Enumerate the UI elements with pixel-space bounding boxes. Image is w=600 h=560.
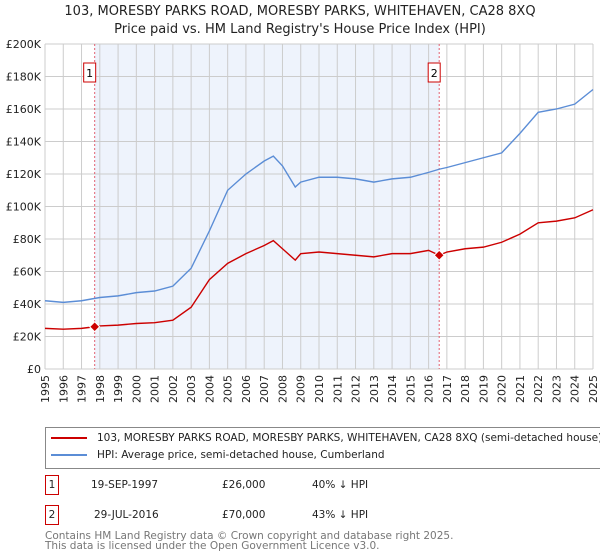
x-tick-label: 2018 xyxy=(459,375,472,403)
y-tick-label: £100K xyxy=(6,201,42,214)
legend-item-hpi: HPI: Average price, semi-detached house,… xyxy=(51,449,385,461)
price-chart: 1995 1996 1997 1998 1999 2000 2001 2002 2003 2004… xyxy=(6,38,600,403)
x-tick-label: 2001 xyxy=(149,375,162,403)
x-tick-label: 2002 xyxy=(167,375,180,403)
x-tick-label: 2012 xyxy=(350,375,363,403)
x-tick-label: 2020 xyxy=(496,375,509,403)
x-tick-label: 2019 xyxy=(477,375,490,403)
x-tick-label: 2014 xyxy=(386,375,399,403)
x-tick-label: 2010 xyxy=(313,375,326,403)
x-tick-label: 2000 xyxy=(130,375,143,403)
series-line xyxy=(44,88,594,304)
legend-swatch-blue xyxy=(51,454,87,456)
x-tick-label: 2005 xyxy=(222,375,235,403)
x-tick-label: 2004 xyxy=(203,375,216,403)
x-tick-label: 2015 xyxy=(404,375,417,403)
sale-badge: 2 xyxy=(45,505,59,525)
sale-badge: 1 xyxy=(45,475,59,495)
x-tick-label: 2024 xyxy=(569,375,582,403)
sale-point xyxy=(433,249,445,261)
x-tick-label: 2003 xyxy=(185,375,198,403)
y-tick-label: £180K xyxy=(6,71,42,84)
legend: 103, MORESBY PARKS ROAD, MORESBY PARKS, … xyxy=(45,427,600,469)
x-tick-label: 2011 xyxy=(331,375,344,403)
y-tick-label: £80K xyxy=(13,233,42,246)
x-tick-label: 1997 xyxy=(76,375,89,403)
x-tick-label: 1998 xyxy=(94,375,107,403)
legend-label: 103, MORESBY PARKS ROAD, MORESBY PARKS, … xyxy=(97,432,600,444)
sale-diff: 40% ↓ HPI xyxy=(312,479,369,491)
sale-point xyxy=(89,321,101,333)
x-tick-label: 2017 xyxy=(441,375,454,403)
y-tick-label: £20K xyxy=(13,331,42,344)
sale-diff: 43% ↓ HPI xyxy=(312,509,369,521)
x-tick-label: 1996 xyxy=(57,375,70,403)
x-tick-label: 2022 xyxy=(532,375,545,403)
x-tick-label: 2009 xyxy=(295,375,308,403)
y-tick-label: £0 xyxy=(27,363,41,376)
y-tick-label: £160K xyxy=(6,103,42,116)
footer-line: Contains HM Land Registry data © Crown c… xyxy=(45,530,454,542)
annotation-box xyxy=(427,62,441,83)
x-tick-label: 2021 xyxy=(514,375,527,403)
x-tick-label: 2007 xyxy=(258,375,271,403)
legend-item-property: 103, MORESBY PARKS ROAD, MORESBY PARKS, … xyxy=(51,432,600,444)
x-tick-label: 2016 xyxy=(423,375,436,403)
sale-date: 19-SEP-1997 xyxy=(91,479,159,491)
chart-subtitle: Price paid vs. HM Land Registry's House … xyxy=(114,22,486,37)
x-tick-label: 2008 xyxy=(276,375,289,403)
sale-price: £26,000 xyxy=(222,479,266,491)
footer: Contains HM Land Registry data © Crown c… xyxy=(45,530,454,552)
y-tick-label: £200K xyxy=(6,38,42,51)
footer-line: This data is licensed under the Open Gov… xyxy=(45,540,380,552)
y-tick-label: £140K xyxy=(6,136,42,149)
annotation-label: 1 xyxy=(86,67,93,80)
legend-swatch-red xyxy=(51,437,87,439)
x-tick-label: 2023 xyxy=(550,375,563,403)
x-tick-label: 2006 xyxy=(240,375,253,403)
annotation-label: 2 xyxy=(431,67,438,80)
y-tick-label: £60K xyxy=(13,266,42,279)
x-tick-label: 1999 xyxy=(112,375,125,403)
x-tick-label: 1995 xyxy=(39,375,52,403)
sale-date: 29-JUL-2016 xyxy=(94,509,159,521)
legend-label: HPI: Average price, semi-detached house,… xyxy=(97,449,385,461)
annotation-box xyxy=(83,62,97,83)
series-line xyxy=(44,209,594,330)
sale-price: £70,000 xyxy=(222,509,266,521)
chart-title: 103, MORESBY PARKS ROAD, MORESBY PARKS, … xyxy=(64,4,536,19)
y-tick-label: £120K xyxy=(6,168,42,181)
y-tick-label: £40K xyxy=(13,298,42,311)
x-tick-label: 2025 xyxy=(587,375,600,403)
x-tick-label: 2013 xyxy=(368,375,381,403)
